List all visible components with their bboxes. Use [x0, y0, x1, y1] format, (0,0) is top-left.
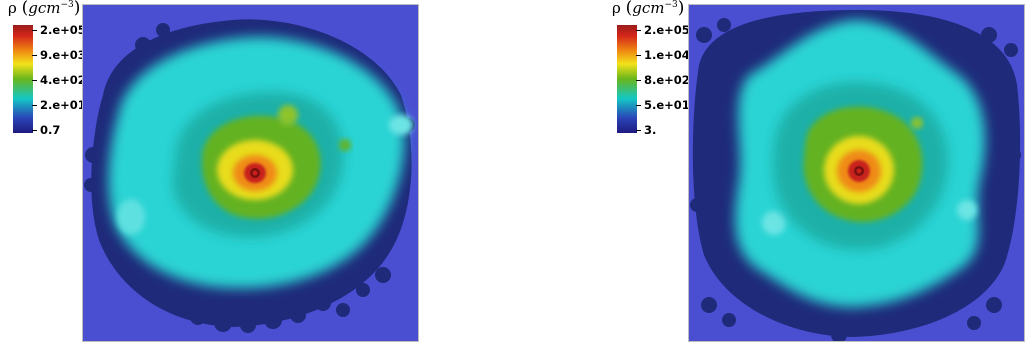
colorbar-unit-exponent: −3: [60, 0, 74, 10]
colorbar-unit: gcm: [28, 0, 61, 17]
colorbar-tick-label: 2.e+05: [644, 23, 690, 37]
colorbar-tick-label: 3.: [644, 123, 657, 137]
cyan-blob: [117, 199, 145, 235]
colorbar-tick: [636, 105, 641, 106]
green-blob: [278, 105, 298, 125]
colorbar-tick-label: 5.e+01: [644, 98, 690, 112]
colorbar-gradient: [13, 25, 33, 133]
colorbar-title: ρ (gcm−3): [612, 0, 685, 18]
colorbar-tick: [636, 55, 641, 56]
colorbar-tick: [32, 105, 37, 106]
colorbar-tick: [636, 30, 641, 31]
colorbar-tick-label: 0.7: [40, 123, 61, 137]
colorbar-tick: [32, 80, 37, 81]
green-blob: [911, 117, 923, 129]
colorbar-legend-right: ρ (gcm−3) 2.e+05 1.e+04 8.e+02 5.e+01 3.: [612, 0, 690, 150]
colorbar-tick-label: 9.e+03: [40, 48, 86, 62]
green-blob: [339, 139, 351, 151]
colorbar-tick: [636, 130, 641, 131]
colorbar-tick: [32, 30, 37, 31]
colorbar-tick: [32, 55, 37, 56]
cyan-blob: [957, 200, 977, 220]
colorbar-quantity: ρ: [8, 0, 17, 17]
colorbar-tick-label: 8.e+02: [644, 73, 690, 87]
density-map-left-image: [83, 5, 418, 341]
colorbar-unit-exponent: −3: [664, 0, 678, 10]
colorbar-unit: gcm: [632, 0, 665, 17]
colorbar-gradient: [617, 25, 637, 133]
cyan-blob: [389, 115, 413, 135]
colorbar-tick: [636, 80, 641, 81]
density-map-right: [688, 4, 1025, 342]
colorbar-title: ρ (gcm−3): [8, 0, 81, 18]
core-center: [856, 168, 862, 174]
density-map-left: [82, 4, 419, 342]
colorbar-quantity: ρ: [612, 0, 621, 17]
cyan-blob: [762, 211, 786, 235]
colorbar-tick-label: 4.e+02: [40, 73, 86, 87]
colorbar-tick: [32, 130, 37, 131]
core-center: [252, 170, 258, 176]
colorbar-tick-label: 2.e+01: [40, 98, 86, 112]
colorbar-tick-label: 2.e+05: [40, 23, 86, 37]
colorbar-tick-label: 1.e+04: [644, 48, 690, 62]
colorbar-legend-left: ρ (gcm−3) 2.e+05 9.e+03 4.e+02 2.e+01 0.…: [8, 0, 86, 150]
density-map-right-image: [689, 5, 1024, 341]
